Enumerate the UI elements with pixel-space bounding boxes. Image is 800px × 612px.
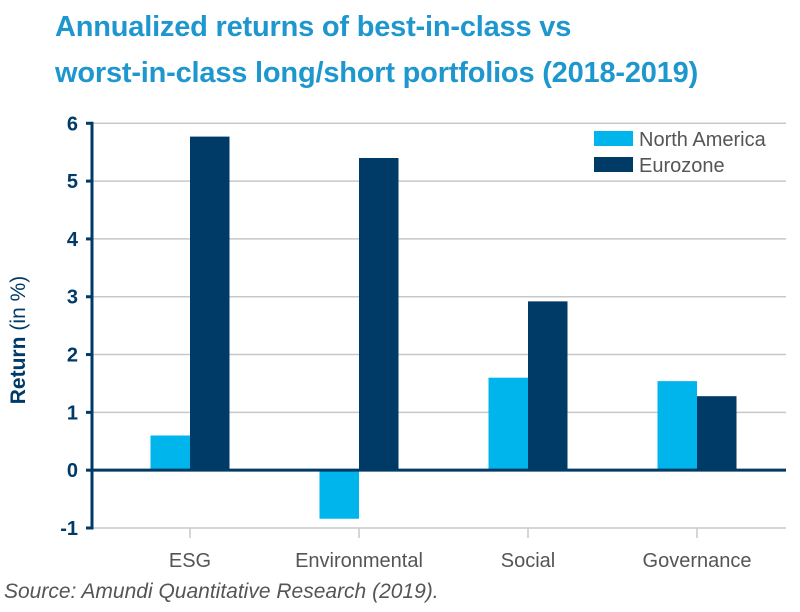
y-tick-label: -1 xyxy=(60,518,78,540)
legend-label: North America xyxy=(639,129,767,151)
x-tick-label: Environmental xyxy=(295,550,423,572)
chart-title-line-2: worst-in-class long/short portfolios (20… xyxy=(55,57,699,89)
y-axis-label-main: Return xyxy=(7,337,30,405)
bar-north-america xyxy=(488,377,528,471)
bar-north-america xyxy=(150,435,190,471)
axes xyxy=(86,121,786,530)
bar-north-america xyxy=(319,470,359,519)
legend: North America Eurozone xyxy=(594,129,767,177)
bar-eurozone xyxy=(528,301,568,471)
chart-title: Annualized returns of best-in-class vs w… xyxy=(55,4,800,96)
bar-eurozone xyxy=(697,396,737,471)
bars xyxy=(150,136,737,519)
x-tick-label: Social xyxy=(501,550,555,572)
bar-eurozone xyxy=(190,136,230,471)
y-tick-label: 4 xyxy=(67,229,79,251)
y-tick-label: 2 xyxy=(67,345,78,367)
bar-north-america xyxy=(657,381,697,471)
x-tick-label: ESG xyxy=(169,550,211,572)
y-axis-label-unit: (in %) xyxy=(7,276,30,331)
y-tick-label: 0 xyxy=(67,460,78,482)
chart-title-line-1: Annualized returns of best-in-class vs xyxy=(55,11,572,43)
y-tick-label: 6 xyxy=(67,113,78,135)
legend-swatch xyxy=(594,131,633,146)
x-tick-labels: ESG Environmental Social Governance xyxy=(169,550,752,572)
legend-label: Eurozone xyxy=(639,155,725,177)
y-tick-label: 1 xyxy=(67,402,78,424)
y-tick-label: 3 xyxy=(67,287,78,309)
y-tick-label: 5 xyxy=(67,171,78,193)
legend-swatch xyxy=(594,157,633,172)
bar-eurozone xyxy=(359,157,399,471)
y-axis-label: Return (in %) xyxy=(7,276,30,405)
y-tick-labels: -1 0 1 2 3 4 5 6 xyxy=(60,113,79,540)
source-note: Source: Amundi Quantitative Research (20… xyxy=(4,580,439,603)
x-tick-label: Governance xyxy=(643,550,752,572)
